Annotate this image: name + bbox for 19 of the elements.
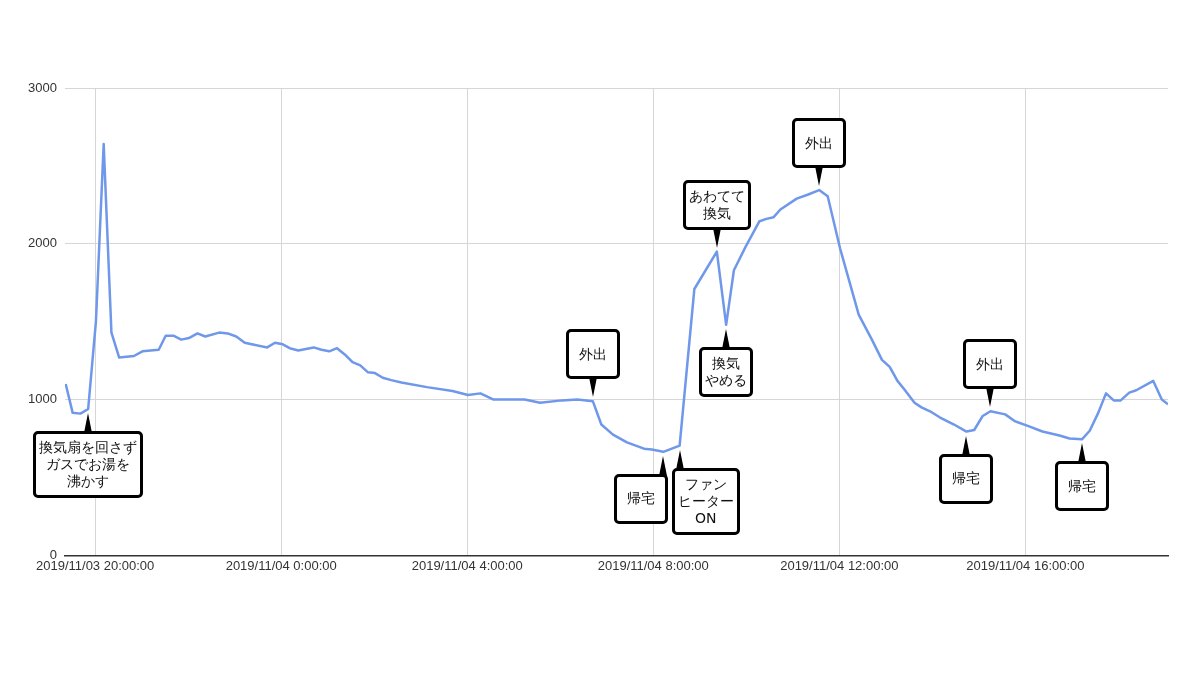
annotation: ファンヒーターON (671, 467, 740, 535)
annotation: 外出 (963, 339, 1018, 390)
annotation: 帰宅 (1054, 461, 1109, 512)
annotation: 外出 (792, 118, 847, 169)
annotation: 換気やめる (699, 346, 754, 397)
x-tick-label: 2019/11/04 0:00:00 (225, 557, 337, 573)
annotation: 帰宅 (939, 453, 994, 504)
x-tick-label: 2019/11/04 8:00:00 (597, 557, 709, 573)
annotation: 換気扇を回さずガスでお湯を沸かす (33, 430, 144, 498)
x-tick-label: 2019/11/04 4:00:00 (411, 557, 523, 573)
annotation: 帰宅 (613, 473, 668, 524)
y-tick-label: 0 (49, 546, 57, 562)
y-tick-label: 3000 (28, 79, 57, 95)
y-tick-label: 2000 (28, 235, 57, 251)
x-tick-label: 2019/11/04 16:00:00 (966, 557, 1085, 573)
y-tick-label: 1000 (28, 391, 57, 407)
annotation: 外出 (565, 329, 620, 380)
x-tick-label: 2019/11/04 12:00:00 (780, 557, 899, 573)
annotation: あわてて換気 (682, 179, 751, 230)
